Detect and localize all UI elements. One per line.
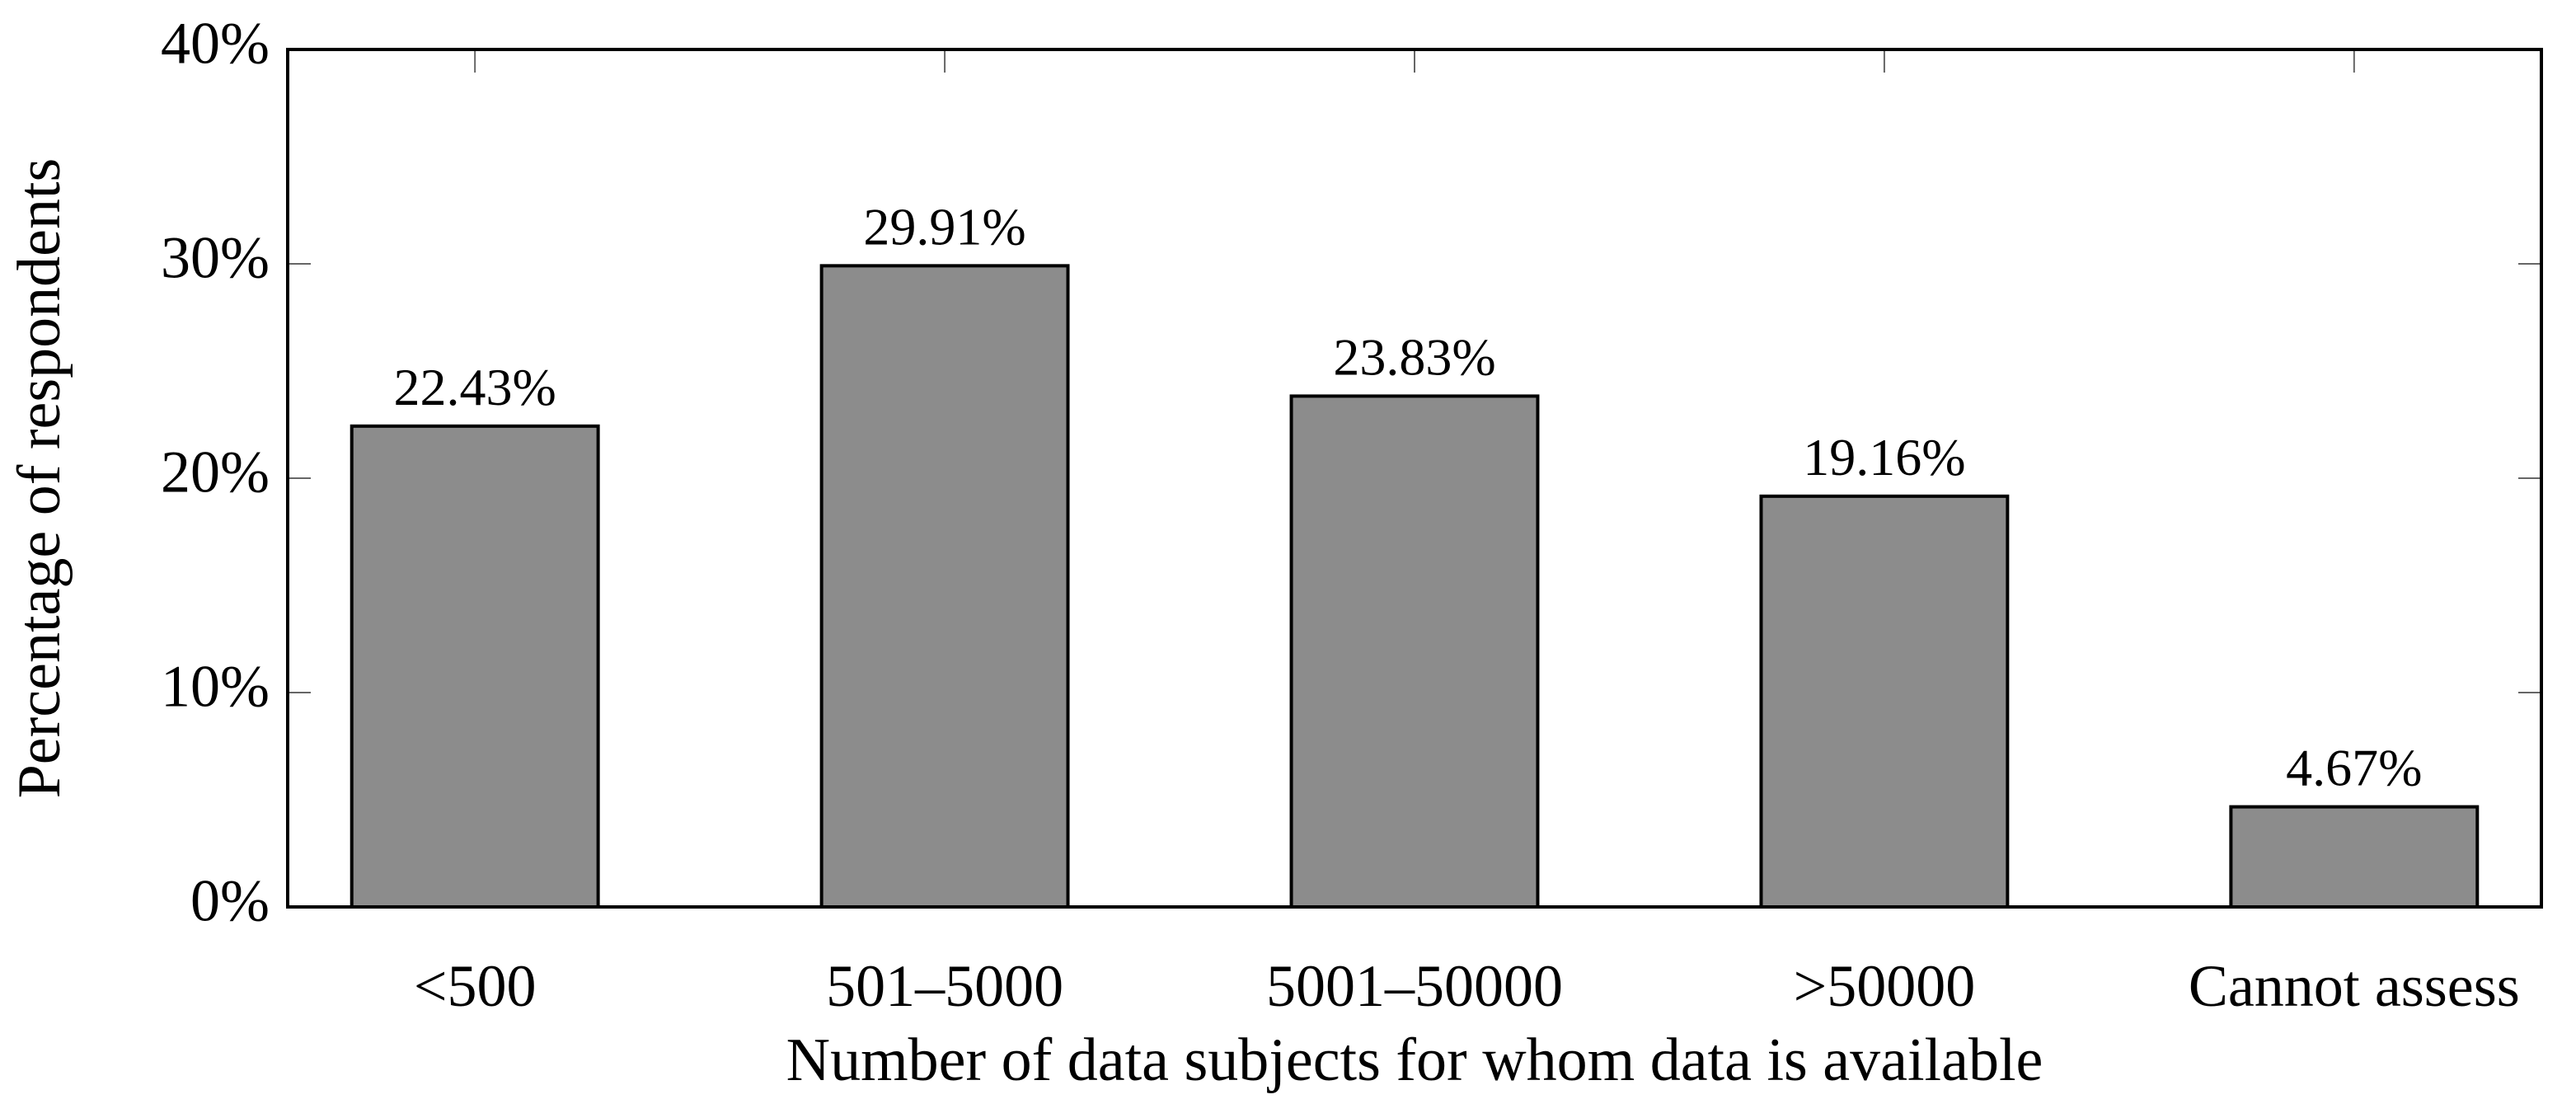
x-tick-label: <500 — [414, 953, 537, 1019]
bar — [1289, 394, 1540, 909]
value-label: 22.43% — [394, 358, 556, 416]
x-tick-label: 5001–50000 — [1266, 953, 1563, 1019]
value-label: 4.67% — [2286, 739, 2422, 797]
bar — [2229, 805, 2480, 909]
y-axis-title: Percentage of respondents — [6, 158, 73, 799]
bar — [1759, 494, 2010, 909]
value-label: 19.16% — [1803, 428, 1965, 486]
value-label: 23.83% — [1333, 327, 1495, 386]
plot-frame — [286, 48, 2543, 909]
value-label: 29.91% — [863, 197, 1025, 256]
y-tick-label: 40% — [161, 11, 270, 77]
y-tick-label: 10% — [161, 654, 270, 720]
bar — [350, 424, 600, 909]
y-tick-label: 20% — [161, 439, 270, 505]
x-tick-label: 501–5000 — [826, 953, 1063, 1019]
x-tick-label: >50000 — [1794, 953, 1976, 1019]
y-tick-label: 30% — [161, 225, 270, 291]
x-tick-label: Cannot assess — [2189, 953, 2520, 1019]
x-axis-title: Number of data subjects for whom data is… — [786, 1026, 2043, 1094]
bar — [819, 264, 1070, 909]
y-tick-label: 0% — [190, 868, 270, 934]
